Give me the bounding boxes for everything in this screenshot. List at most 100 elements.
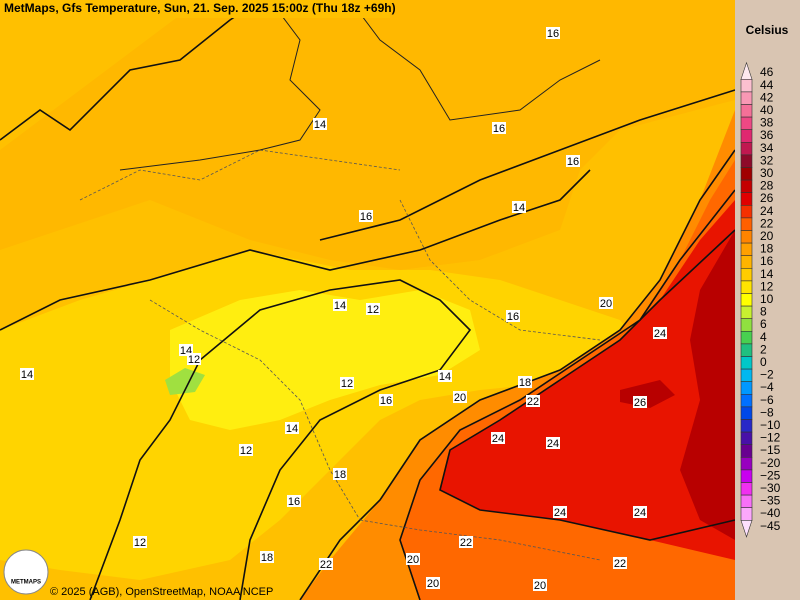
legend-label: 32 [760,153,774,167]
contour-label: 20 [534,580,546,592]
legend-label: −20 [760,456,781,470]
logo-text: METMAPS [11,580,41,586]
contour-label-box [20,368,34,380]
contour-label-box [599,297,613,309]
contour-label-box [426,577,440,589]
contour-label: 20 [427,578,439,590]
contour-label-box [366,303,380,315]
legend-label: 36 [760,128,774,142]
legend-swatch [740,142,753,156]
contour-label-box [333,468,347,480]
legend-label: −30 [760,481,781,495]
legend-label: 26 [760,191,774,205]
contour-label: 22 [614,558,626,570]
legend-swatch [740,456,753,471]
legend-swatch [740,280,753,294]
contour-label-box [333,299,347,311]
contour-label: 16 [507,311,519,323]
contour-label-box [260,551,274,563]
contour-label-box [459,536,473,548]
contour-label-box [512,201,526,213]
legend-label: −40 [760,506,781,520]
contour-label-box [287,495,301,507]
legend-label: 22 [760,216,774,230]
contour-label-box [506,310,520,322]
contour-label-box [319,558,333,570]
legend-label: −8 [760,405,774,419]
legend-label: 40 [760,103,774,117]
contour-label: 26 [634,397,646,409]
legend-swatch [740,242,753,257]
legend-swatch [740,255,753,269]
contour-label-box [379,394,393,406]
legend: 4644424038363432302826242220181614121086… [740,61,781,538]
contour-label-box [533,579,547,591]
contour-label: 22 [460,537,472,549]
border [359,519,601,561]
contour-label-box [566,155,580,167]
legend-swatch [740,330,753,345]
legend-swatch [740,91,753,105]
contour-label: 14 [286,423,298,435]
legend-swatch [740,167,753,181]
temp-zone [170,290,480,430]
isotherm [89,279,472,600]
isotherm [319,89,736,241]
contour-label: 12 [240,445,252,457]
legend-swatch [740,406,753,420]
legend-label: 10 [760,292,774,306]
contour-label: 12 [367,304,379,316]
legend-label: 34 [760,141,774,155]
legend-swatch [740,217,753,231]
legend-swatch [740,419,753,433]
legend-swatch [740,482,753,496]
legend-label: 20 [760,229,774,243]
contour-label-box [518,376,532,388]
legend-label: 42 [760,90,774,104]
contour-label-box [492,122,506,134]
contour-label: 24 [554,507,566,519]
legend-label: −35 [760,494,781,508]
legend-label: 12 [760,279,774,293]
legend-label: 6 [760,317,767,331]
temp-zone [0,250,650,580]
isotherm [0,0,261,141]
contour-label: 14 [334,300,346,312]
contour-label-box [633,506,647,518]
contour-label: 12 [188,354,200,366]
legend-label: 24 [760,204,774,218]
title: MetMaps, Gfs Temperature, Sun, 21. Sep. … [4,1,396,15]
legend-swatch [740,305,753,320]
border [79,149,401,201]
logo [3,549,49,595]
contour-label-box [633,396,647,408]
legend-label: −2 [760,368,774,382]
legend-label: −4 [760,380,774,394]
contour-label: 16 [288,496,300,508]
legend-swatch [740,431,753,446]
coastline [119,0,601,171]
contour-label-box [526,395,540,407]
legend-label: −45 [760,519,781,533]
contour-label-box [546,437,560,449]
legend-swatch [740,318,753,332]
legend-label: −15 [760,443,781,457]
contour-label-box [453,391,467,403]
legend-swatch [740,343,753,357]
legend-swatch [740,179,753,194]
contour-label-box [187,353,201,365]
contour-label: 12 [341,378,353,390]
contour-label: 20 [600,298,612,310]
legend-swatch [740,205,753,219]
map [0,0,736,600]
contour-label-box [546,27,560,39]
contour-label: 12 [134,537,146,549]
legend-swatch [740,116,753,130]
contour-label: 18 [334,469,346,481]
legend-swatch [740,444,753,458]
contour-label: 22 [527,396,539,408]
contour-label-box [491,432,505,444]
legend-swatch [740,230,753,244]
